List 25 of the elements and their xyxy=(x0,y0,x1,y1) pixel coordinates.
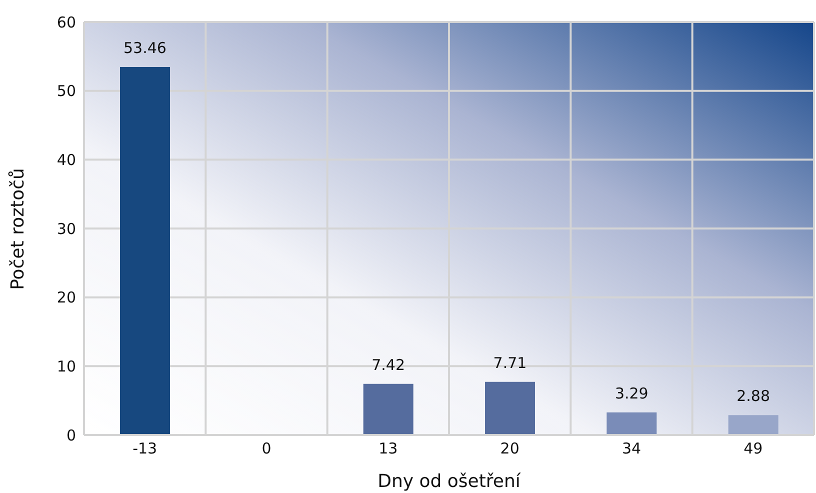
y-tick-label: 60 xyxy=(56,13,76,32)
bar xyxy=(120,67,170,435)
y-tick-label: 50 xyxy=(56,82,76,100)
bar xyxy=(363,384,414,435)
x-tick-label: 34 xyxy=(622,440,642,458)
x-tick-label: 20 xyxy=(500,440,520,458)
x-tick-label: 49 xyxy=(744,440,763,458)
data-label: 3.29 xyxy=(614,384,648,402)
x-tick-label: -13 xyxy=(132,440,158,458)
data-label: 2.88 xyxy=(736,387,770,406)
y-tick-label: 10 xyxy=(56,357,76,376)
data-label: 7.42 xyxy=(372,356,406,374)
data-label: 7.71 xyxy=(493,354,527,372)
y-tick-label: 40 xyxy=(56,150,76,169)
data-label: 53.46 xyxy=(124,39,166,58)
y-tick-label: 30 xyxy=(56,220,76,238)
x-tick-label: 13 xyxy=(378,440,398,458)
x-tick-label: 0 xyxy=(262,440,272,458)
x-axis-title: Dny od ošetření xyxy=(378,471,522,492)
y-tick-label: 0 xyxy=(66,426,76,444)
bar xyxy=(606,412,657,435)
y-tick-label: 20 xyxy=(56,288,76,307)
y-axis-title: Počet roztočů xyxy=(8,168,28,290)
bar xyxy=(485,382,535,435)
bar xyxy=(728,415,778,435)
